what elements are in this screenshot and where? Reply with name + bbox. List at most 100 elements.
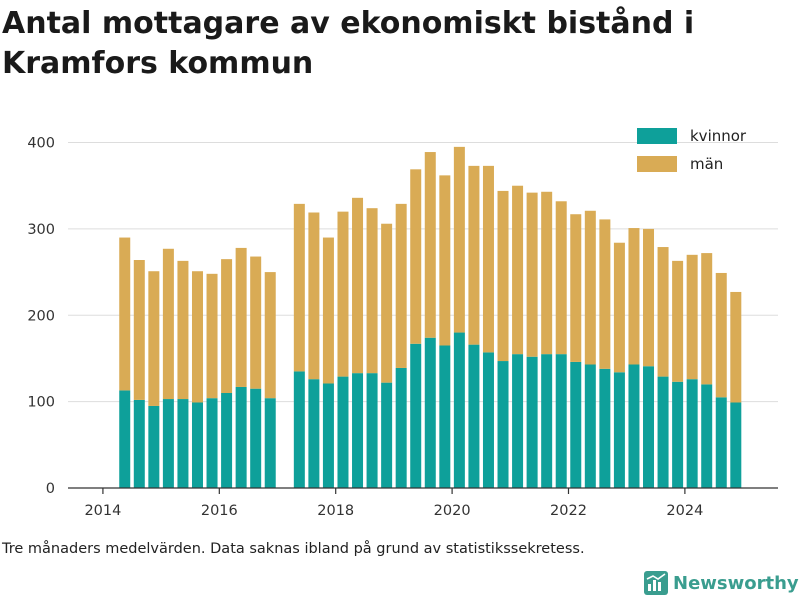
bar-segment-man — [672, 260, 684, 382]
x-tick-label: 2018 — [317, 503, 354, 519]
x-tick-label: 2020 — [434, 503, 471, 519]
bar-segment-kvinnor — [482, 352, 494, 488]
bar-segment-kvinnor — [643, 366, 655, 488]
bar-segment-man — [526, 192, 538, 357]
bar-segment-man — [482, 165, 494, 353]
bar-segment-kvinnor — [628, 364, 640, 488]
bar-segment-kvinnor — [308, 379, 320, 488]
bar-segment-man — [191, 271, 203, 403]
bar-segment-kvinnor — [119, 390, 131, 488]
newsworthy-logo[interactable]: Newsworthy — [644, 570, 799, 596]
legend-label-kvinnor: kvinnor — [690, 127, 747, 145]
bar-segment-kvinnor — [512, 354, 524, 488]
x-tick-label: 2014 — [84, 503, 121, 519]
bar-segment-man — [628, 228, 640, 365]
stacked-bar-chart: 0 100 200 300 400 2014 2016 2018 2020 2022 2024 k… — [27, 127, 778, 519]
bar-segment-kvinnor — [352, 373, 364, 488]
bar-segment-kvinnor — [162, 399, 174, 488]
chart-title: Antal mottagare av ekonomiskt bistånd i … — [2, 6, 695, 81]
bar-segment-kvinnor — [381, 382, 393, 488]
bar-segment-man — [613, 242, 625, 373]
y-axis-ticks: 0 100 200 300 400 — [27, 136, 55, 497]
bar-segment-man — [293, 203, 305, 372]
legend-label-man: män — [690, 155, 723, 173]
bar-segment-kvinnor — [730, 402, 742, 488]
bar-segment-man — [395, 203, 407, 368]
bar-segment-man — [701, 253, 713, 385]
x-axis-ticks: 2014 2016 2018 2020 2022 2024 — [84, 488, 703, 519]
bar-segment-kvinnor — [439, 345, 451, 488]
x-tick-label: 2016 — [201, 503, 238, 519]
bar-segment-man — [381, 223, 393, 383]
bar-segment-kvinnor — [410, 343, 422, 488]
bar-segment-kvinnor — [715, 397, 727, 488]
legend: kvinnor män — [637, 127, 747, 173]
bar-segment-man — [264, 272, 276, 399]
y-tick-label: 100 — [27, 395, 55, 411]
bar-segment-man — [570, 214, 582, 362]
bar-segment-kvinnor — [555, 354, 567, 488]
bar-segment-kvinnor — [424, 337, 436, 488]
bar-segment-kvinnor — [337, 376, 349, 488]
bar-segment-man — [133, 260, 145, 400]
bar-segment-man — [453, 146, 465, 333]
x-tick-label: 2024 — [666, 503, 703, 519]
bar-segment-kvinnor — [541, 354, 553, 488]
bar-segment-kvinnor — [686, 379, 698, 488]
brand-name: Newsworthy — [673, 572, 799, 594]
bar-segment-man — [715, 272, 727, 398]
bar-segment-kvinnor — [453, 332, 465, 488]
bar-segment-man — [366, 208, 378, 374]
legend-swatch-kvinnor — [637, 128, 677, 144]
y-tick-label: 400 — [27, 136, 55, 152]
bar-segment-man — [497, 190, 509, 362]
bar-segment-man — [686, 254, 698, 380]
bar-segment-man — [424, 152, 436, 338]
bar-segment-kvinnor — [657, 376, 669, 488]
y-tick-label: 0 — [46, 481, 55, 497]
bar-segment-kvinnor — [148, 405, 160, 488]
bar-segment-kvinnor — [235, 386, 247, 488]
bar-segment-man — [584, 210, 596, 365]
bar-segment-kvinnor — [250, 388, 262, 488]
bar-segment-kvinnor — [395, 367, 407, 488]
bar-segment-man — [162, 248, 174, 400]
bar-segment-kvinnor — [293, 371, 305, 488]
bar-segment-kvinnor — [221, 393, 233, 488]
bar-segment-kvinnor — [497, 361, 509, 488]
gridlines — [68, 142, 778, 403]
bar-segment-man — [250, 256, 262, 389]
bar-segment-man — [512, 185, 524, 355]
bar-segment-kvinnor — [584, 364, 596, 488]
bar-segment-man — [643, 228, 655, 367]
bar-segment-man — [322, 237, 334, 384]
bar-segment-man — [657, 247, 669, 377]
bar-segment-kvinnor — [366, 373, 378, 488]
bar-segment-kvinnor — [468, 344, 480, 488]
bar-segment-man — [468, 165, 480, 345]
bar-segment-man — [221, 259, 233, 393]
newsworthy-logo-icon — [644, 571, 668, 595]
bar-segment-man — [148, 271, 160, 406]
bar-segment-man — [439, 175, 451, 346]
bar-segment-kvinnor — [206, 398, 218, 488]
bar-segment-man — [541, 191, 553, 355]
bar-segment-man — [599, 219, 611, 369]
bar-segment-kvinnor — [264, 398, 276, 488]
bar-segment-kvinnor — [701, 384, 713, 488]
bar-segment-man — [177, 260, 189, 400]
bar-segment-man — [235, 247, 247, 387]
bar-segment-kvinnor — [177, 399, 189, 488]
footnote: Tre månaders medelvärden. Data saknas ib… — [2, 541, 585, 557]
bar-segment-kvinnor — [191, 402, 203, 488]
y-tick-label: 200 — [27, 308, 55, 324]
bar-segment-man — [410, 169, 422, 344]
bar-segment-kvinnor — [133, 399, 145, 488]
bar-segment-man — [206, 273, 218, 399]
bar-segment-man — [730, 291, 742, 403]
bar-segment-man — [555, 201, 567, 355]
bars — [119, 146, 742, 488]
bar-segment-man — [119, 237, 131, 391]
legend-swatch-man — [637, 156, 677, 172]
bar-segment-kvinnor — [613, 372, 625, 488]
